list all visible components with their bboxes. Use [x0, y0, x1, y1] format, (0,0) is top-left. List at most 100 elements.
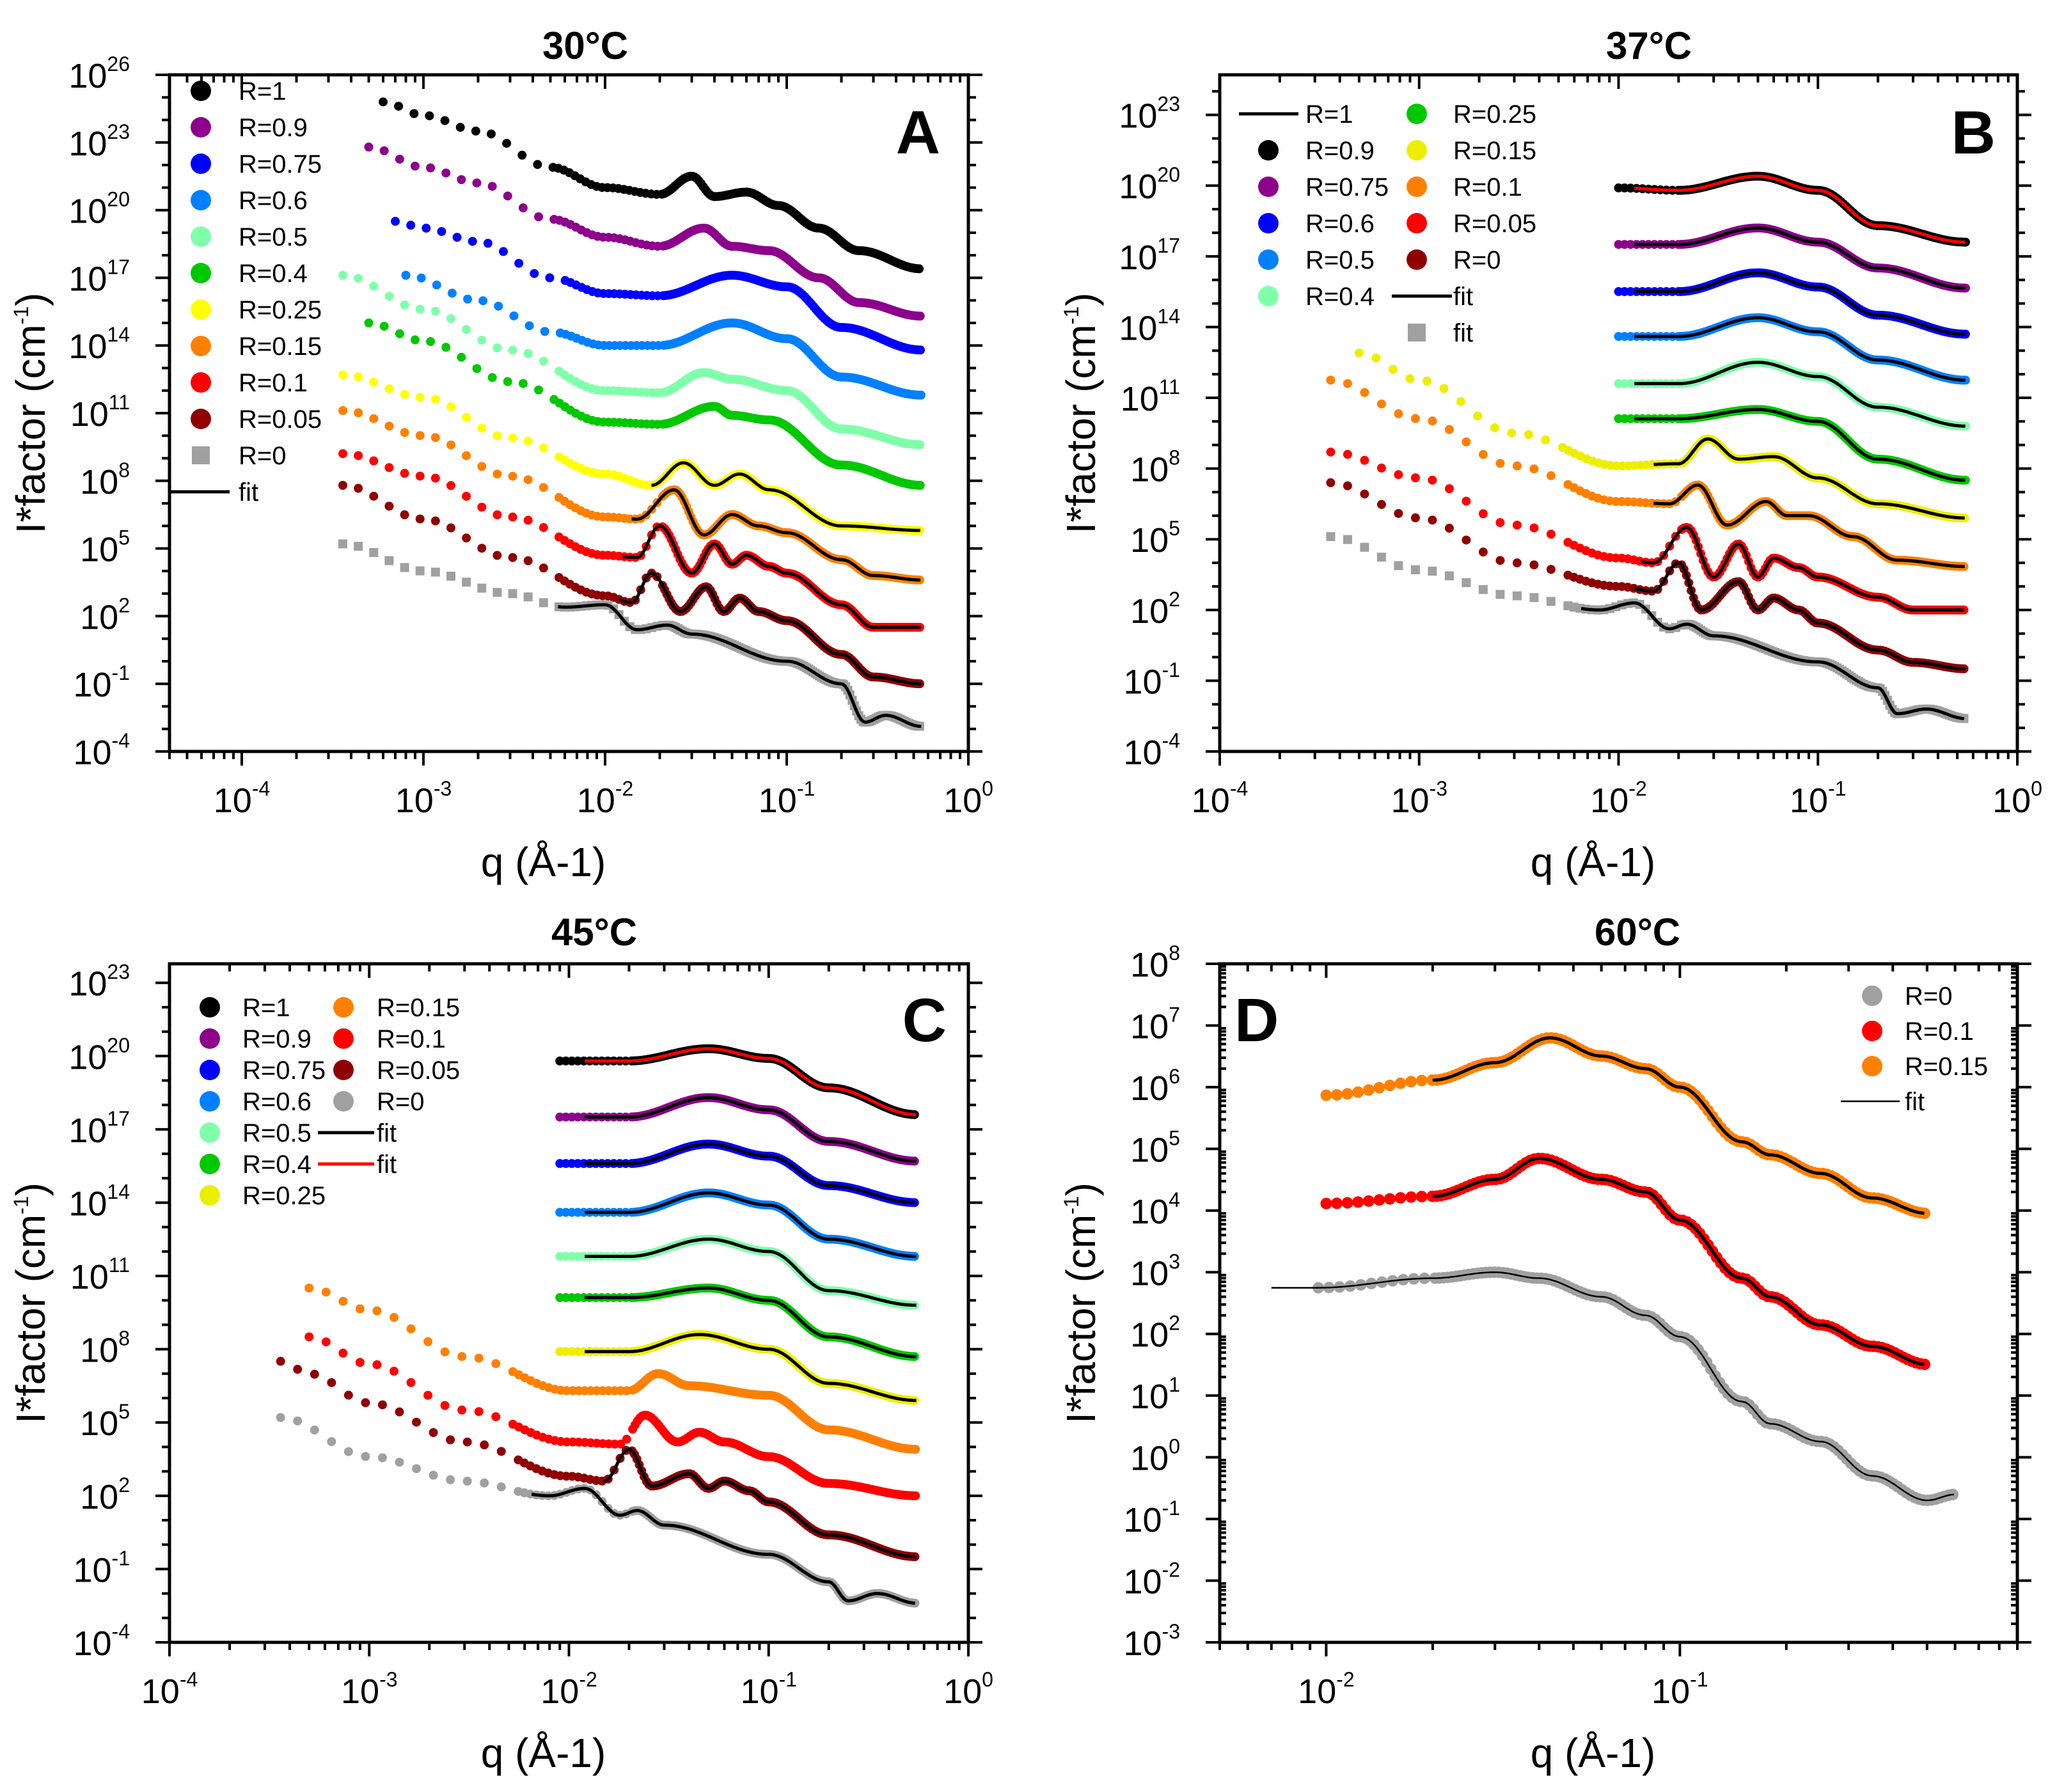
y-tick-label-sup: -4 — [1162, 729, 1180, 752]
legend-label: R=1 — [239, 77, 287, 106]
legend-marker-icon — [191, 299, 211, 320]
y-tick-label: 105 — [1130, 517, 1180, 560]
data-point — [523, 515, 533, 525]
series-R=0.5 — [555, 1234, 919, 1310]
x-tick-label: 100 — [943, 777, 993, 820]
data-point — [530, 269, 539, 278]
data-point — [545, 273, 555, 283]
data-point — [321, 1287, 331, 1297]
x-tick-label-base: 10 — [341, 1672, 379, 1711]
x-axis: 10-4 10-3 10-2 10-1 100 — [141, 964, 993, 1711]
y-tick-label-base: 10 — [68, 57, 107, 95]
data-point — [430, 306, 440, 316]
fit-line — [558, 603, 922, 728]
legend-marker-icon — [191, 372, 211, 393]
data-point — [1439, 384, 1449, 393]
legend-label: R=0.5 — [1305, 246, 1375, 274]
legend-item: R=0.6 — [191, 187, 308, 215]
x-tick-label-base: 10 — [1391, 782, 1429, 820]
y-tick-label-sup: -1 — [1162, 658, 1180, 681]
y-tick-label-base: 10 — [73, 1551, 111, 1589]
data-point — [384, 421, 394, 431]
data-point — [491, 1359, 501, 1369]
data-point — [477, 462, 487, 471]
x-tick-label-base: 10 — [577, 782, 615, 820]
data-point — [1507, 428, 1517, 437]
y-tick-label-base: 10 — [1119, 309, 1157, 347]
data-point — [1326, 447, 1336, 457]
legend-item: R=0.1 — [1407, 173, 1522, 201]
legend-marker-icon — [191, 263, 211, 283]
legend-item: fit — [1392, 283, 1473, 311]
data-point — [440, 116, 450, 125]
data-point — [355, 1358, 365, 1367]
data-point — [1394, 409, 1403, 418]
data-point — [354, 542, 363, 551]
data-point — [1444, 523, 1454, 533]
data-point — [457, 352, 466, 362]
legend-marker-icon — [191, 117, 211, 138]
legend-marker-icon — [1258, 177, 1279, 197]
data-point — [523, 349, 533, 358]
data-point — [457, 175, 466, 184]
data-point — [1428, 515, 1437, 525]
legend-item: R=0.75 — [191, 150, 322, 178]
data-point — [1444, 425, 1454, 434]
series-lightblue — [1614, 313, 1970, 385]
legend-item: R=0.5 — [1258, 246, 1375, 274]
data-point — [1444, 484, 1454, 494]
data-point — [437, 226, 446, 236]
legend-item: R=1 — [191, 77, 287, 106]
x-tick-label-base: 10 — [395, 782, 434, 820]
y-tick-label-base: 10 — [68, 1112, 107, 1150]
y-tick-label-base: 10 — [68, 193, 107, 231]
panel-B: 10-4 10-3 10-2 10-1 10010-410-11021051081011… — [1058, 24, 2042, 885]
data-point — [1546, 597, 1556, 606]
data-point — [1960, 237, 1970, 247]
y-tick-label-sup: 2 — [1169, 588, 1180, 611]
data-point — [517, 150, 527, 160]
data-point — [539, 443, 548, 453]
data-point — [416, 273, 426, 283]
data-point — [1512, 461, 1522, 471]
y-tick-label-sup: -1 — [112, 1546, 130, 1569]
legend-marker-icon — [191, 336, 211, 356]
y-tick-label-base: 10 — [68, 125, 107, 163]
y-tick-label-sup: 14 — [1157, 304, 1180, 327]
y-axis-label-base: I*factor (cm — [1058, 324, 1104, 533]
series-black — [1614, 171, 1970, 247]
data-point — [523, 556, 533, 565]
y-tick-label-sup: 5 — [118, 526, 130, 549]
data-point — [446, 481, 455, 491]
legend-label: R=0.25 — [239, 296, 322, 324]
data-point — [1428, 416, 1437, 426]
y-tick-label-sup: 11 — [1159, 375, 1180, 398]
fit-line — [585, 1096, 917, 1163]
data-point — [1495, 590, 1505, 599]
data-point — [1376, 463, 1386, 473]
series-R=0.4 — [555, 1283, 919, 1362]
data-point — [523, 436, 533, 446]
data-point — [1473, 411, 1483, 421]
data-point — [1360, 489, 1369, 499]
data-point — [539, 563, 548, 573]
y-tick-label-base: 10 — [70, 395, 109, 434]
x-tick-label-base: 10 — [1790, 782, 1828, 820]
data-point — [354, 372, 363, 382]
data-point — [474, 1353, 484, 1363]
series-R=0.75 — [555, 1139, 919, 1207]
data-point — [422, 223, 431, 233]
x-tick-label-sup: -1 — [1828, 777, 1846, 800]
legend-item: R=0.75 — [1258, 173, 1389, 201]
legend-label: R=0.4 — [1305, 283, 1375, 311]
data-point — [441, 168, 451, 178]
y-tick-label-sup: -1 — [112, 661, 130, 684]
series-R=0.25 — [555, 1330, 919, 1405]
data-point — [1410, 513, 1420, 523]
fit-line — [622, 524, 921, 629]
legend-label: R=0 — [1453, 246, 1501, 274]
y-axis-label-end: ) — [8, 293, 54, 306]
data-point — [304, 1332, 314, 1342]
legend-label: R=0.75 — [239, 150, 322, 178]
x-tick-label-sup: -1 — [779, 1668, 797, 1691]
